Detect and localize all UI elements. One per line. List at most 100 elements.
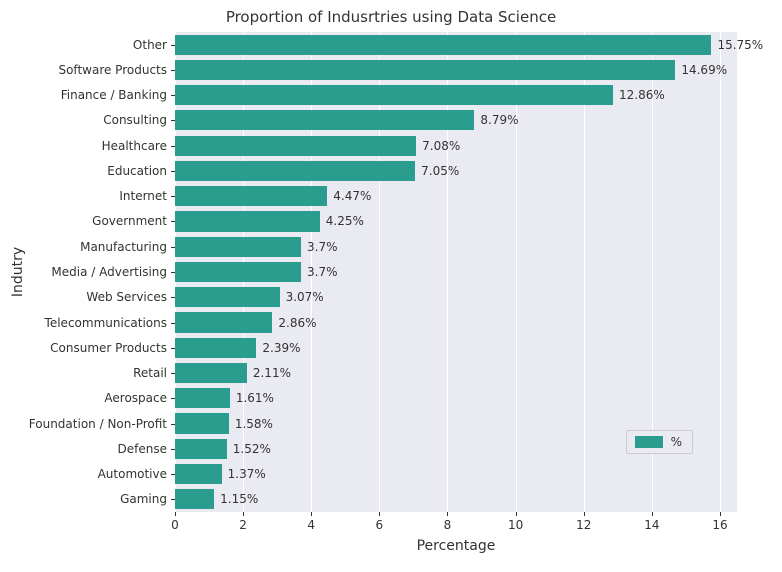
- chart-figure: Proportion of Indusrtries using Data Sci…: [0, 0, 782, 572]
- category-label: Web Services: [86, 290, 175, 304]
- bar-row: Automotive1.37%: [175, 461, 737, 486]
- legend-label: %: [671, 435, 682, 449]
- x-tick-label: 14: [644, 518, 659, 532]
- bar-value-label: 2.39%: [262, 341, 300, 355]
- bar-row: Gaming1.15%: [175, 487, 737, 512]
- bar: [175, 363, 247, 383]
- x-tick-label: 4: [307, 518, 315, 532]
- x-tick-label: 6: [376, 518, 384, 532]
- category-label: Manufacturing: [80, 240, 175, 254]
- category-label: Other: [133, 38, 175, 52]
- bar-value-label: 4.25%: [326, 214, 364, 228]
- x-tick-label: 16: [712, 518, 727, 532]
- x-tick: [379, 512, 380, 516]
- bar-row: Finance / Banking12.86%: [175, 83, 737, 108]
- bar-value-label: 3.7%: [307, 265, 338, 279]
- category-label: Education: [107, 164, 175, 178]
- bar: [175, 464, 222, 484]
- x-tick-label: 8: [444, 518, 452, 532]
- bar-row: Consulting8.79%: [175, 108, 737, 133]
- bar: [175, 186, 327, 206]
- x-axis-label: Percentage: [175, 538, 737, 554]
- legend-swatch: [635, 436, 663, 448]
- x-tick: [652, 512, 653, 516]
- bar-row: Media / Advertising3.7%: [175, 259, 737, 284]
- x-tick-label: 10: [508, 518, 523, 532]
- category-label: Media / Advertising: [51, 265, 175, 279]
- x-tick: [311, 512, 312, 516]
- bar: [175, 312, 272, 332]
- bar-row: Software Products14.69%: [175, 57, 737, 82]
- bar-value-label: 8.79%: [480, 113, 518, 127]
- bar: [175, 413, 229, 433]
- bar: [175, 35, 711, 55]
- bar: [175, 136, 416, 156]
- category-label: Government: [92, 214, 175, 228]
- x-tick-label: 2: [239, 518, 247, 532]
- bar: [175, 110, 474, 130]
- bar-row: Consumer Products2.39%: [175, 335, 737, 360]
- category-label: Foundation / Non-Profit: [29, 417, 175, 431]
- category-label: Finance / Banking: [61, 88, 175, 102]
- category-label: Retail: [133, 366, 175, 380]
- plot-area: 0246810121416Other15.75%Software Product…: [175, 32, 737, 512]
- bar-value-label: 2.11%: [253, 366, 291, 380]
- bar-row: Education7.05%: [175, 158, 737, 183]
- x-tick: [516, 512, 517, 516]
- bar-row: Other15.75%: [175, 32, 737, 57]
- x-tick: [447, 512, 448, 516]
- bar-value-label: 1.15%: [220, 492, 258, 506]
- category-label: Aerospace: [104, 391, 175, 405]
- bar-value-label: 3.7%: [307, 240, 338, 254]
- category-label: Defense: [118, 442, 175, 456]
- bar-value-label: 2.86%: [278, 316, 316, 330]
- bar-value-label: 3.07%: [286, 290, 324, 304]
- category-label: Healthcare: [102, 139, 175, 153]
- bar-value-label: 1.58%: [235, 417, 273, 431]
- category-label: Telecommunications: [45, 316, 175, 330]
- bar-row: Retail2.11%: [175, 360, 737, 385]
- bar-row: Internet4.47%: [175, 184, 737, 209]
- bar: [175, 60, 675, 80]
- bar-row: Aerospace1.61%: [175, 386, 737, 411]
- bar-row: Government4.25%: [175, 209, 737, 234]
- bar-row: Healthcare7.08%: [175, 133, 737, 158]
- bar: [175, 287, 280, 307]
- bar-row: Web Services3.07%: [175, 285, 737, 310]
- legend-item: %: [635, 435, 682, 449]
- bar-value-label: 1.61%: [236, 391, 274, 405]
- category-label: Consumer Products: [50, 341, 175, 355]
- bar-value-label: 7.08%: [422, 139, 460, 153]
- category-label: Internet: [119, 189, 175, 203]
- bar: [175, 388, 230, 408]
- bar-row: Manufacturing3.7%: [175, 234, 737, 259]
- bar: [175, 262, 301, 282]
- x-tick: [243, 512, 244, 516]
- x-tick: [720, 512, 721, 516]
- legend: %: [626, 430, 693, 454]
- bar-value-label: 15.75%: [717, 38, 763, 52]
- bar-row: Telecommunications2.86%: [175, 310, 737, 335]
- bar: [175, 85, 613, 105]
- chart-title: Proportion of Indusrtries using Data Sci…: [0, 8, 782, 26]
- x-tick-label: 12: [576, 518, 591, 532]
- bar-value-label: 4.47%: [333, 189, 371, 203]
- bar-value-label: 1.52%: [233, 442, 271, 456]
- bar: [175, 211, 320, 231]
- bar-value-label: 14.69%: [681, 63, 727, 77]
- x-tick: [584, 512, 585, 516]
- category-label: Consulting: [103, 113, 175, 127]
- bar: [175, 161, 415, 181]
- bar: [175, 439, 227, 459]
- y-axis-label: Indutry: [10, 247, 26, 297]
- bar-value-label: 12.86%: [619, 88, 665, 102]
- bar-value-label: 7.05%: [421, 164, 459, 178]
- bar-value-label: 1.37%: [228, 467, 266, 481]
- x-tick-label: 0: [171, 518, 179, 532]
- category-label: Automotive: [98, 467, 175, 481]
- bar: [175, 237, 301, 257]
- category-label: Software Products: [58, 63, 175, 77]
- category-label: Gaming: [120, 492, 175, 506]
- x-tick: [175, 512, 176, 516]
- bar: [175, 489, 214, 509]
